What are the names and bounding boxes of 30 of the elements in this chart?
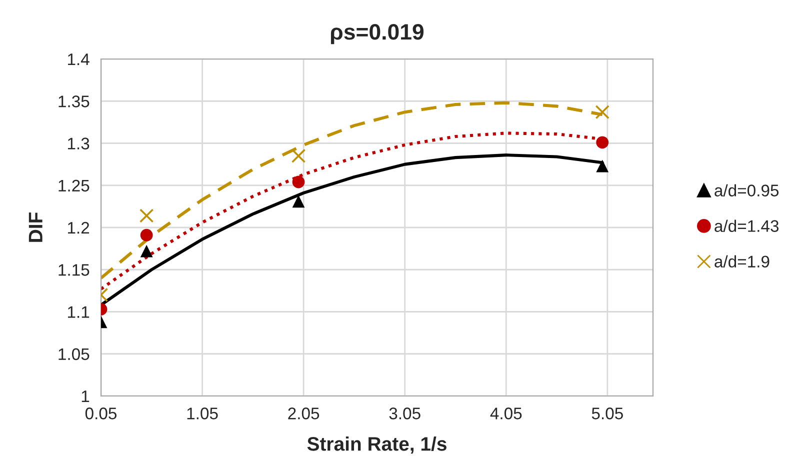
y-tick-label: 1.05 [58,348,90,360]
x-tick-label: 0.05 [85,408,117,420]
legend-label: a/d=1.9 [714,255,770,268]
x-tick-label: 5.05 [592,408,623,420]
chart-title: ρs=0.019 [330,24,424,44]
point [140,244,153,258]
y-tick-label: 1.2 [68,222,90,234]
y-tick-label: 1.4 [68,54,90,66]
y-axis-title: DIF [28,212,42,242]
x-tick-label: 4.05 [490,408,522,420]
point [596,160,609,172]
y-tick-label: 1.15 [58,264,90,276]
point [139,208,154,223]
legend-label: a/d=0.95 [714,184,779,196]
y-tick-label: 1.3 [68,138,90,150]
x-axis-title: Strain Rate, 1/s [307,436,446,454]
x-tick-label: 3.05 [389,408,420,420]
x-tick-label: 2.05 [288,408,320,420]
point [292,176,305,188]
point [291,148,306,164]
x-tick-label: 1.05 [187,408,218,420]
y-tick-label: 1.35 [58,96,90,108]
point [595,104,610,120]
point [292,195,305,208]
y-tick-label: 1.1 [68,306,90,318]
point [596,136,609,149]
y-tick-label: 1.25 [58,180,90,192]
point [140,228,153,242]
legend-label: a/d=1.43 [714,220,779,232]
y-tick-label: 1 [82,390,90,402]
